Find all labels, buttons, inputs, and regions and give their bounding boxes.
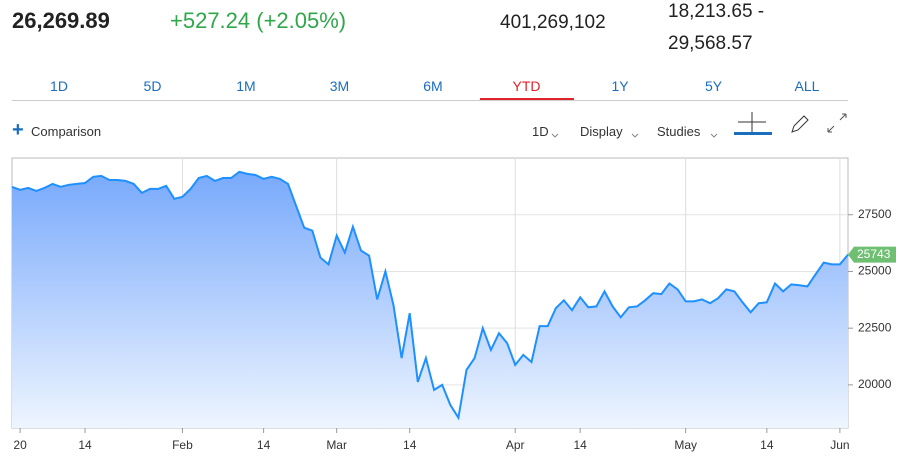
active-underline	[479, 98, 574, 101]
last-price-badge	[848, 246, 896, 263]
x-tick-label: 14	[257, 438, 271, 452]
y-tick-label: 25000	[858, 264, 892, 278]
display[interactable]: Display	[580, 124, 623, 139]
x-tick-label: 20	[13, 438, 27, 452]
tab[interactable]: 6M	[423, 78, 443, 94]
x-tick-label: May	[674, 438, 697, 452]
x-tick-label: 14	[573, 438, 587, 452]
tab[interactable]: 5Y	[704, 78, 723, 94]
range: 18,213.65 - 29,568.57	[668, 1, 765, 54]
tab[interactable]: 5D	[143, 78, 162, 94]
tab[interactable]: 3M	[329, 78, 350, 94]
x-tick-label: Jun	[830, 438, 849, 452]
x-tick-label: Mar	[326, 438, 347, 452]
change: +527.24 (+2.05%)	[170, 8, 347, 33]
x-tick-label: Apr	[506, 438, 525, 452]
studies[interactable]: Studies	[657, 124, 701, 139]
area	[12, 171, 848, 429]
tab-rule	[12, 100, 848, 101]
tab[interactable]: YTD	[512, 78, 541, 94]
x-tick-label: 14	[78, 438, 92, 452]
tool-icons[interactable]	[730, 110, 855, 140]
tab[interactable]: 1M	[236, 78, 256, 94]
x-tick-label: 14	[403, 438, 417, 452]
x-tick-label: Feb	[172, 438, 193, 452]
tab[interactable]: ALL	[794, 78, 820, 94]
tab[interactable]: 1D	[50, 78, 68, 94]
comparison[interactable]: Comparison	[31, 124, 102, 139]
chevrons	[551, 133, 718, 138]
price-line	[11, 170, 849, 421]
interval[interactable]: 1D	[532, 124, 549, 139]
tab[interactable]: 1Y	[611, 78, 629, 94]
volume: 401,269,102	[500, 12, 606, 33]
x-tick-label: 14	[760, 438, 774, 452]
y-tick-label: 27500	[858, 207, 892, 221]
last-price-label: 25743	[857, 247, 891, 261]
y-tick-label: 22500	[858, 320, 892, 334]
plus-icon[interactable]: +	[12, 119, 24, 141]
price: 26,269.89	[12, 8, 110, 33]
y-tick-label: 20000	[858, 377, 892, 391]
